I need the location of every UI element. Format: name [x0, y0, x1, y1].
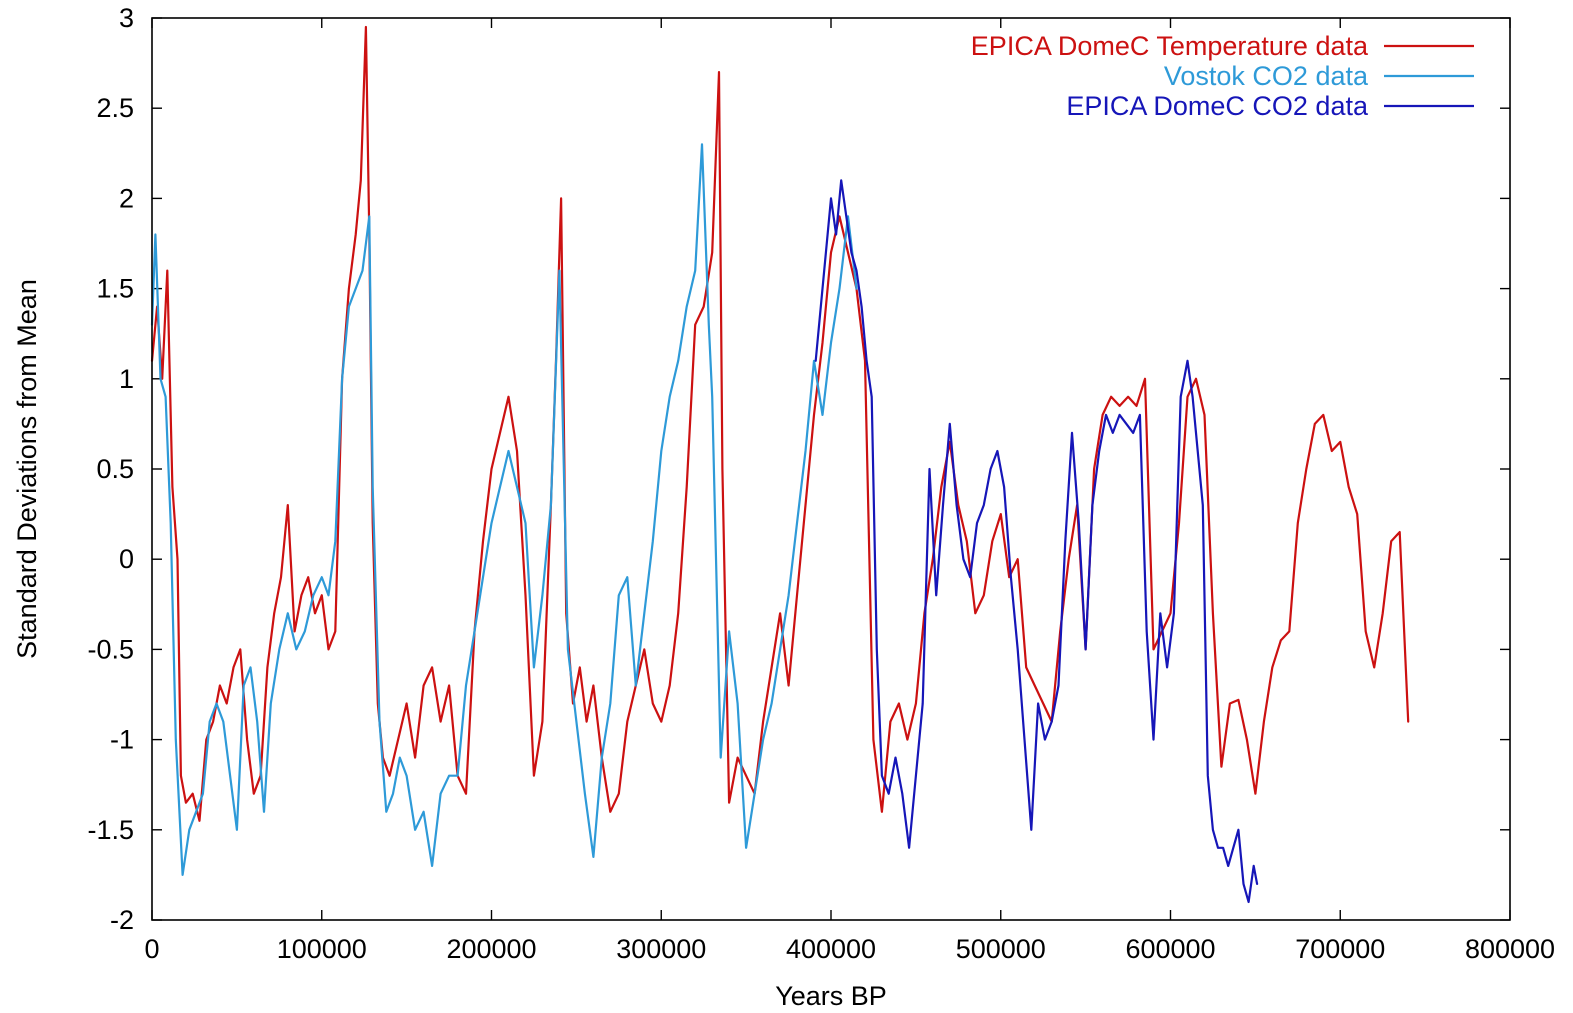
- y-tick-label: -1.5: [87, 815, 134, 845]
- legend-label: EPICA DomeC CO2 data: [1066, 91, 1369, 121]
- x-tick-label: 0: [144, 934, 159, 964]
- x-tick-label: 500000: [956, 934, 1046, 964]
- y-tick-label: 1.5: [96, 274, 134, 304]
- x-tick-label: 100000: [277, 934, 367, 964]
- y-axis-title: Standard Deviations from Mean: [12, 279, 42, 659]
- y-tick-label: 0: [119, 544, 134, 574]
- x-tick-label: 200000: [446, 934, 536, 964]
- x-tick-label: 600000: [1125, 934, 1215, 964]
- legend-label: EPICA DomeC Temperature data: [971, 31, 1369, 61]
- series-line-2: [814, 179, 1259, 904]
- x-tick-label: 700000: [1295, 934, 1385, 964]
- y-tick-label: 2.5: [96, 93, 134, 123]
- legend-label: Vostok CO2 data: [1164, 61, 1369, 91]
- plot-frame: [151, 17, 1511, 921]
- series-line-1: [150, 143, 858, 877]
- x-axis-title: Years BP: [775, 981, 887, 1011]
- series-lines: [150, 25, 1410, 904]
- series-line-0: [150, 25, 1410, 822]
- y-tick-label: 0.5: [96, 454, 134, 484]
- tick-labels: 0 100000 200000 300000 400000 500000 600000 700…: [87, 3, 1555, 964]
- y-tick-label: 3: [119, 3, 134, 33]
- y-tick-label: 2: [119, 183, 134, 213]
- x-tick-label: 800000: [1465, 934, 1555, 964]
- x-tick-label: 400000: [786, 934, 876, 964]
- y-tick-label: -0.5: [87, 634, 134, 664]
- y-tick-label: -1: [110, 725, 134, 755]
- x-tick-label: 300000: [616, 934, 706, 964]
- y-tick-label: 1: [119, 364, 134, 394]
- y-tick-label: -2: [110, 905, 134, 935]
